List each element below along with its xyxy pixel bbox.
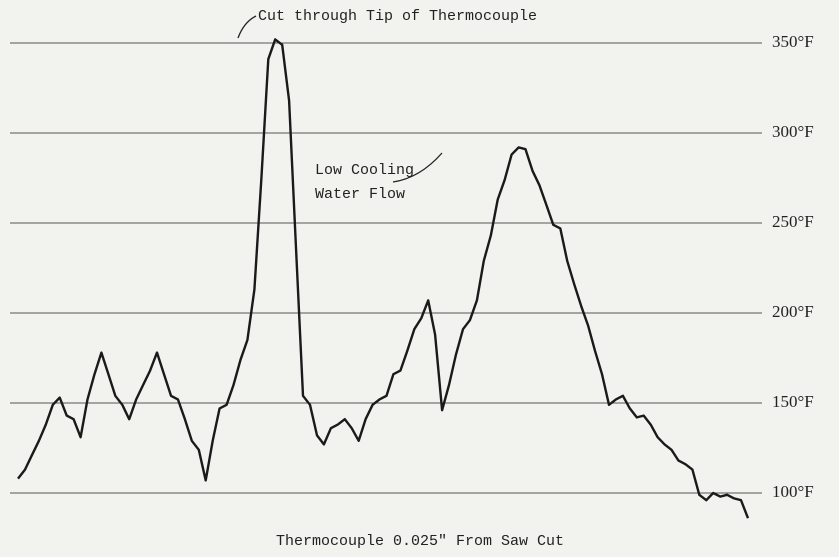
data-line — [17, 38, 750, 519]
chart-title: Thermocouple 0.025" From Saw Cut — [276, 533, 564, 550]
y-tick-label: 200°F — [772, 302, 814, 321]
y-tick-label: 150°F — [772, 392, 814, 411]
annotation: Cut through Tip of Thermocouple — [258, 8, 537, 25]
y-tick-label: 100°F — [772, 482, 814, 501]
leader-line — [237, 15, 257, 39]
y-tick-label: 300°F — [772, 122, 814, 141]
annotation: Water Flow — [315, 186, 405, 203]
y-tick-label: 350°F — [772, 32, 814, 51]
leader-line — [392, 152, 443, 183]
y-tick-label: 250°F — [772, 212, 814, 231]
annotation: Low Cooling — [315, 162, 414, 179]
